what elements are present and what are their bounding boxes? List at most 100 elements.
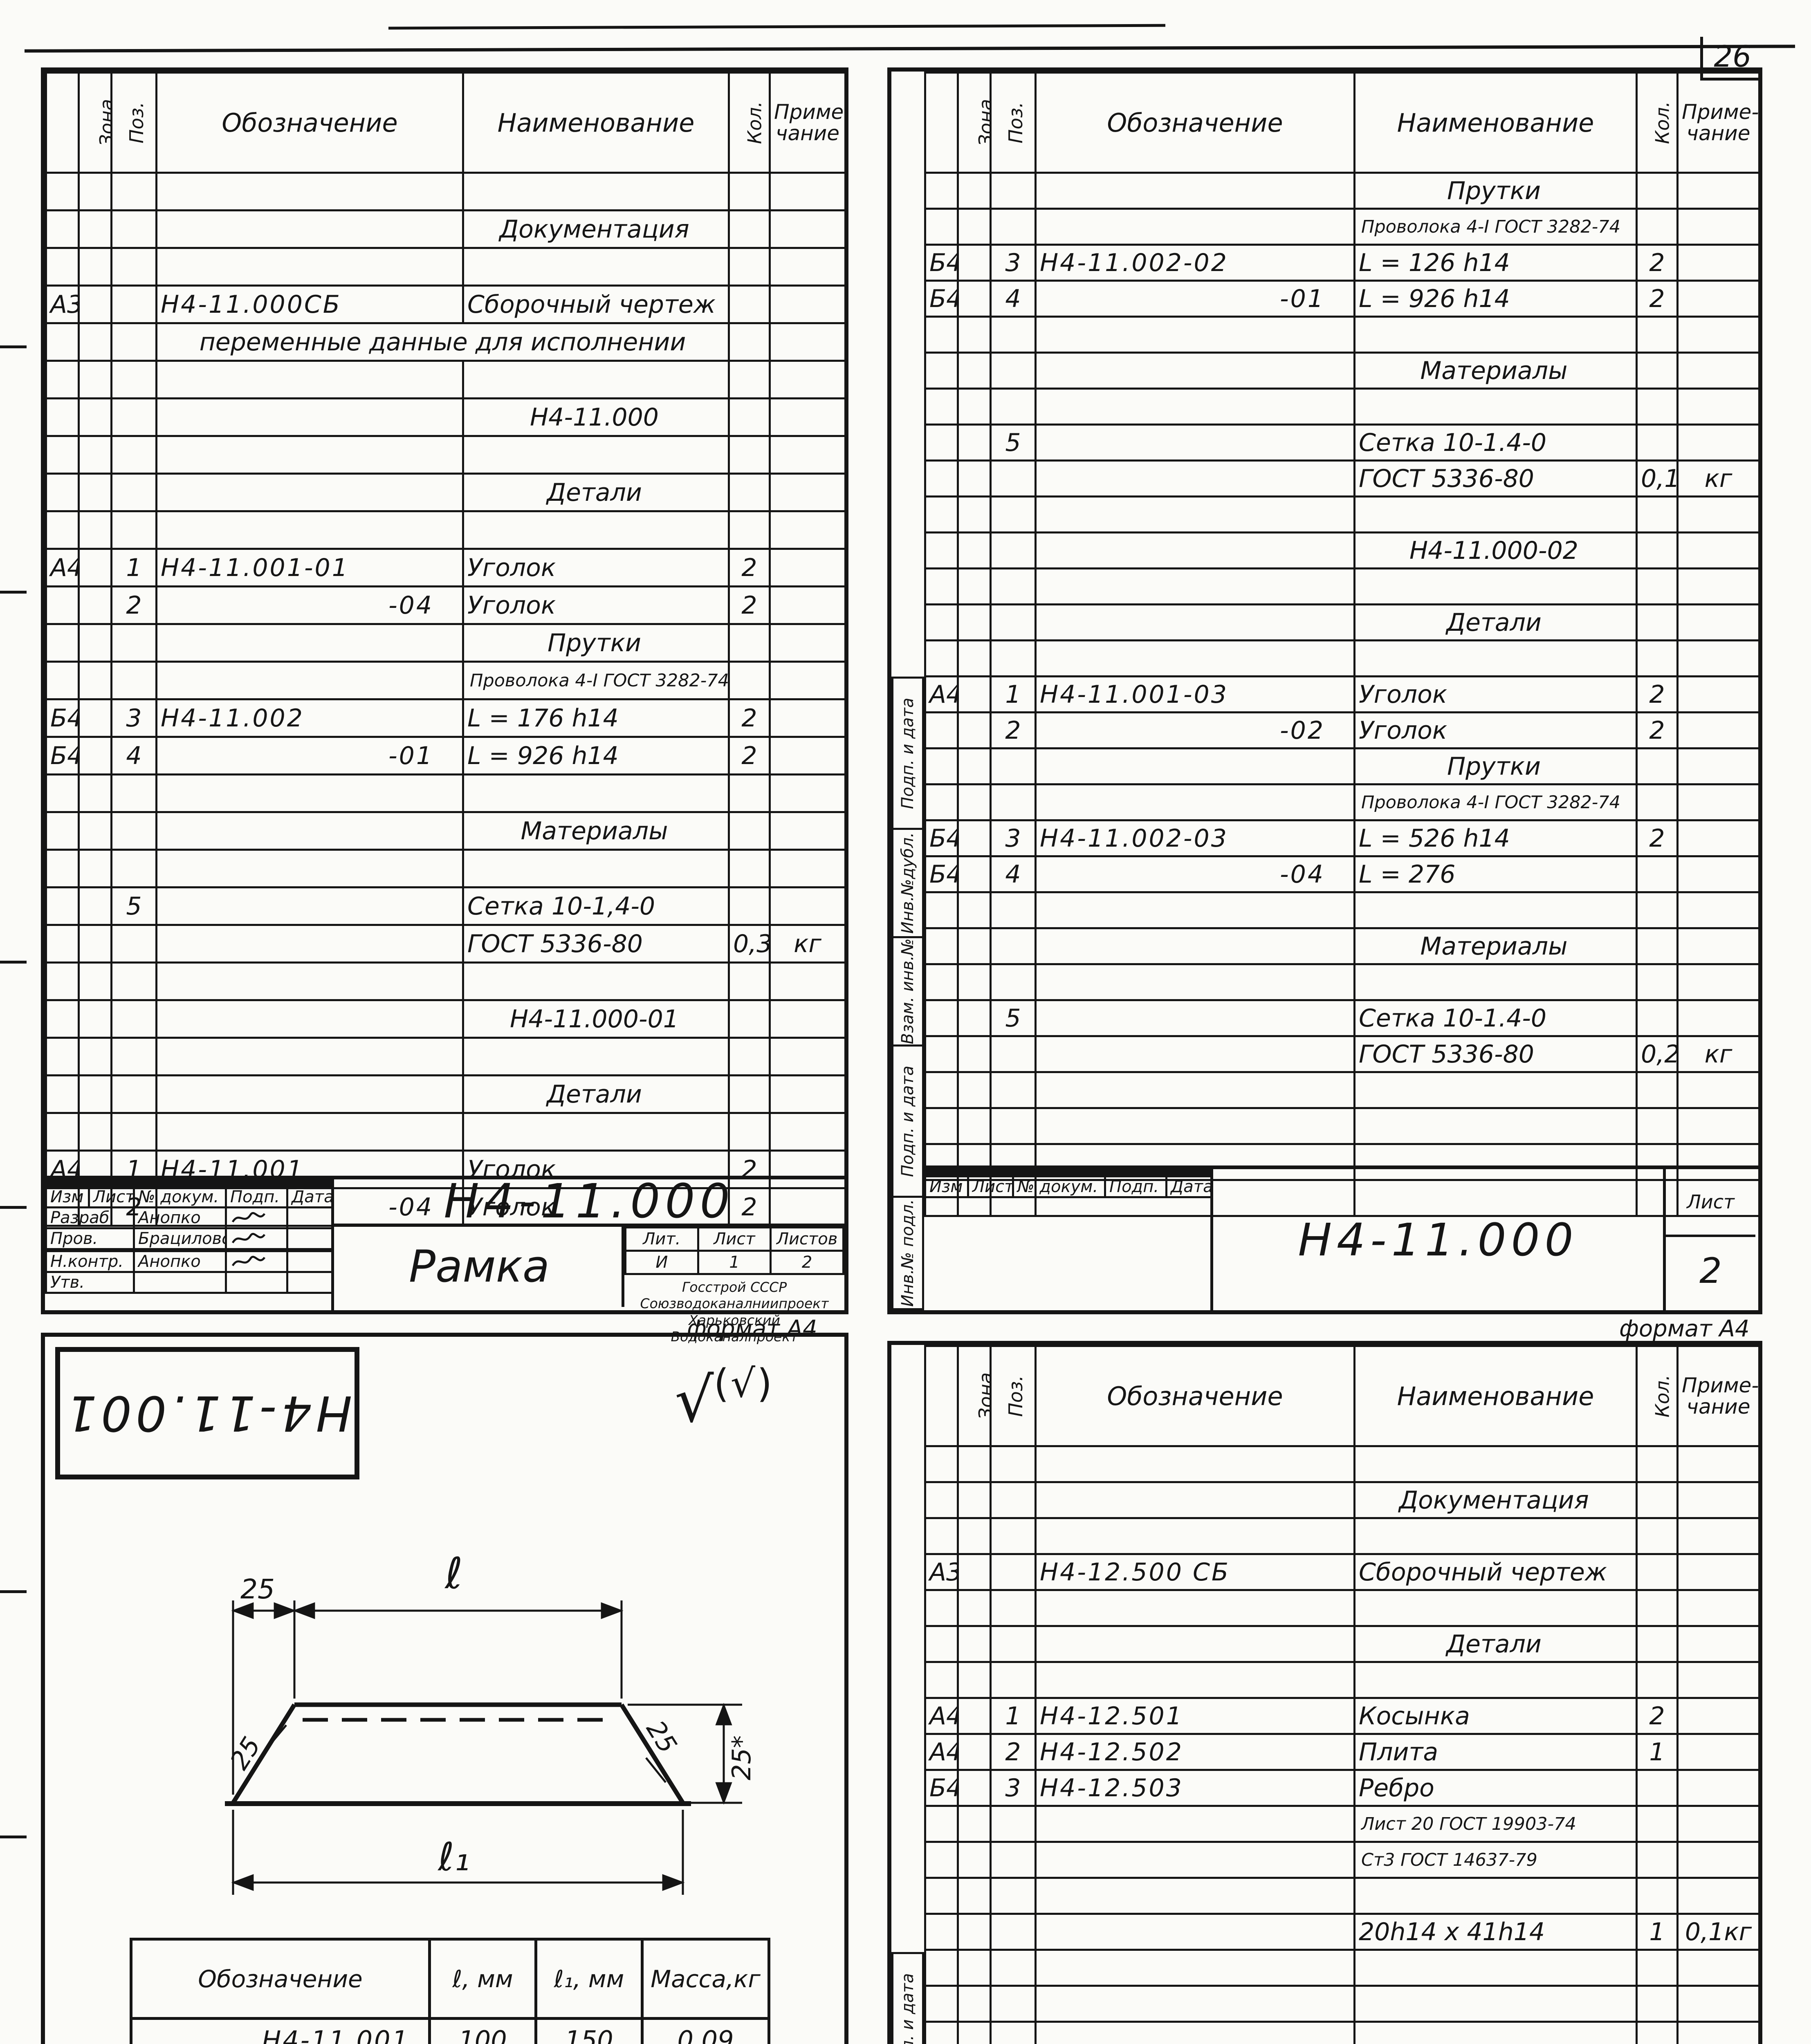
spec-row: Материалы [924,352,1760,390]
spec-row [924,388,1760,426]
spec-cell: Проволока 4-I ГОСТ 3282-74 [462,661,730,700]
spec-cell [769,623,846,663]
spec-cell: 2 [728,698,771,738]
spec-cell: Н4-12.502 [1035,1733,1355,1771]
scan-line [388,24,1166,30]
titleblock-cell [924,1169,969,1173]
spec-cell [1636,999,1679,1037]
spec-cell [1353,1071,1638,1109]
spec-cell [957,531,992,569]
spec-row: ГОСТ 5336-80 0,2 кг [924,1035,1760,1073]
spec-cell: 2 [728,1187,771,1227]
titleblock-cell [225,1250,288,1273]
doc-number: Н4-11.000 [334,1174,844,1229]
spec-cell: L = 526 h14 [1353,819,1638,857]
titleblock-cell: № докум. [133,1186,227,1208]
spec-cell [45,623,80,663]
spec-cell [78,360,112,399]
col-zona: Зона [957,72,992,174]
spec-row: 5 Сетка 10-1,4-0 [45,886,846,926]
spec-cell [728,209,771,249]
spec-cell [1676,963,1760,1001]
spec-cell [1636,1625,1679,1663]
spec-cell [990,1589,1037,1627]
spec-cell [1035,1589,1355,1627]
spec-cell [1636,316,1679,354]
spec-cell [769,209,846,249]
titleblock-cell [45,1181,90,1186]
spec-cell [1035,1949,1355,1987]
spec-cell [924,1949,959,1987]
spec-cell [45,209,80,249]
spec-cell [728,661,771,700]
spec-cell [1636,639,1679,677]
titleblock-cell: Лист [88,1186,135,1208]
titleblock-row [45,1183,333,1188]
spec-cell [769,661,846,700]
spec-cell [1676,424,1760,462]
titleblock-cell: Брациловский [133,1227,227,1250]
spec-cell [462,435,730,475]
spec-header-row: Формат Зона Поз. Обозначение Наименовани… [45,72,846,174]
spec-row: Б4 4-04L = 276 [924,855,1760,893]
titleblock-cell [133,1183,227,1188]
spec-cell [1676,1949,1760,1987]
col-poz: Поз. [110,72,157,174]
spec-cell: -02 [1035,711,1355,749]
spec-cell [1035,208,1355,246]
listov-label: Листов [770,1226,844,1252]
doc-stamp: Н4-11.001 [55,1347,359,1479]
spec-cell: Уголок [462,1150,730,1189]
spec-cell [957,1035,992,1073]
spec-cell [78,435,112,475]
size-table-header: Обозначение ℓ, мм ℓ₁, мм Масса,кг [130,1938,770,2020]
titleblock-cell: Дата [286,1186,333,1208]
spec-cell [1676,1841,1760,1879]
spec-cell [45,360,80,399]
spec-cell [1676,1625,1760,1663]
titleblock-cell: Н.контр. [45,1250,135,1273]
spec-cell [78,322,112,362]
titleblock-cell [225,1181,288,1186]
spec-cell [1676,316,1760,354]
spec-cell [45,322,80,362]
spec-cell: L = 926 h14 [1353,280,1638,318]
titleblock-cell [286,1250,333,1273]
spec-cell [769,1074,846,1114]
spec-cell [155,510,464,550]
spec-cell [924,639,959,677]
spec-cell [957,1733,992,1771]
spec-cell [155,999,464,1039]
spec-cell [957,1805,992,1843]
spec-cell [1676,603,1760,641]
spec-row: переменные данные для исполнении [45,322,846,362]
spec-cell [1636,567,1679,605]
spec-cell [78,247,112,287]
spec-cell [924,1841,959,1879]
spec-cell [1676,675,1760,713]
spec-cell [155,661,464,700]
spec-row [924,316,1760,354]
spec-cell [1636,747,1679,785]
spec-row [924,1877,1760,1915]
spec-cell: Б4 [924,1769,959,1807]
spec-cell: ГОСТ 5336-80 [1353,459,1638,498]
spec-cell [769,849,846,888]
spec-cell: Н4-11.001-01 [155,548,464,587]
spec-cell [990,1913,1037,1951]
spec-cell [155,247,464,287]
spec-cell [957,244,992,282]
spec-cell [1035,639,1355,677]
spec-cell: 5 [110,886,157,926]
spec-table-sheet2: Формат Зона Поз. Обозначение Наименовани… [924,72,1760,1217]
spec-cell [78,585,112,625]
spec-cell [769,1112,846,1152]
format-note: формат А4 [1619,1316,1750,1342]
col-format: Формат [45,72,80,174]
size-table-body: Н4-11.0011001500,09-011502000,13-0225030… [130,2017,770,2044]
spec-cell [1676,855,1760,893]
spec-cell: 2 [728,736,771,775]
spec-cell [1676,927,1760,965]
